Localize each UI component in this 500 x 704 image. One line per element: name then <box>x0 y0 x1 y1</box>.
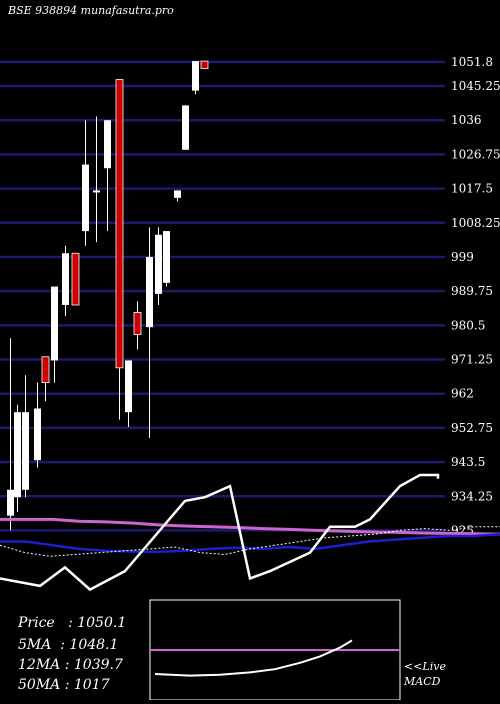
candle-body <box>51 286 58 361</box>
y-tick-label: 999 <box>451 250 474 264</box>
candle-body <box>41 356 50 384</box>
candle-body <box>14 412 21 498</box>
y-tick-label: 1017.5 <box>451 182 493 196</box>
y-tick-label: 943.5 <box>451 455 485 469</box>
y-tick-label: 962 <box>451 387 474 401</box>
ma-dotted-line <box>0 526 500 557</box>
candle-body <box>200 60 209 69</box>
candle-body <box>146 256 153 328</box>
candle-body <box>104 120 111 169</box>
candle-body <box>22 412 29 490</box>
candle-body <box>115 79 124 369</box>
y-tick-label: 1045.25 <box>451 79 500 93</box>
y-tick-label: 980.5 <box>451 318 485 332</box>
candle-body <box>174 190 181 198</box>
chart-header: BSE 938894 munafasutra.pro <box>8 4 174 17</box>
y-tick-label: 934.25 <box>451 489 493 503</box>
candle-body <box>7 489 14 516</box>
y-tick-label: 1036 <box>451 113 482 127</box>
macd-line <box>154 639 353 677</box>
y-tick-label: 989.75 <box>451 284 493 298</box>
macd-title-label: MACD <box>404 675 441 688</box>
candle-body <box>125 360 132 413</box>
candle-body <box>192 61 199 91</box>
ma50-readout: 50MA : 1017 <box>18 677 110 693</box>
ma-blue-line <box>0 532 500 554</box>
macd-live-label: <<Live <box>404 660 446 673</box>
candle-body <box>163 231 170 283</box>
price-line <box>0 473 440 592</box>
y-tick-label: 971.25 <box>451 353 493 367</box>
candle-body <box>82 164 89 232</box>
ma-magenta-line <box>0 517 500 536</box>
y-tick-label: 1026.75 <box>451 147 500 161</box>
ma12-readout: 12MA : 1039.7 <box>18 657 123 673</box>
candle-body <box>71 252 80 306</box>
price-readout: Price : 1050.1 <box>18 615 127 631</box>
y-tick-label: 1051.8 <box>451 55 493 69</box>
candle-body <box>34 408 41 461</box>
candle-body <box>93 190 100 193</box>
y-tick-label: 1008.25 <box>451 216 500 230</box>
candle-body <box>62 253 69 305</box>
candle-body <box>133 311 142 335</box>
candle-body <box>155 234 162 294</box>
y-tick-label: 952.75 <box>451 421 493 435</box>
ma5-readout: 5MA : 1048.1 <box>18 637 119 653</box>
candle-body <box>182 105 189 150</box>
